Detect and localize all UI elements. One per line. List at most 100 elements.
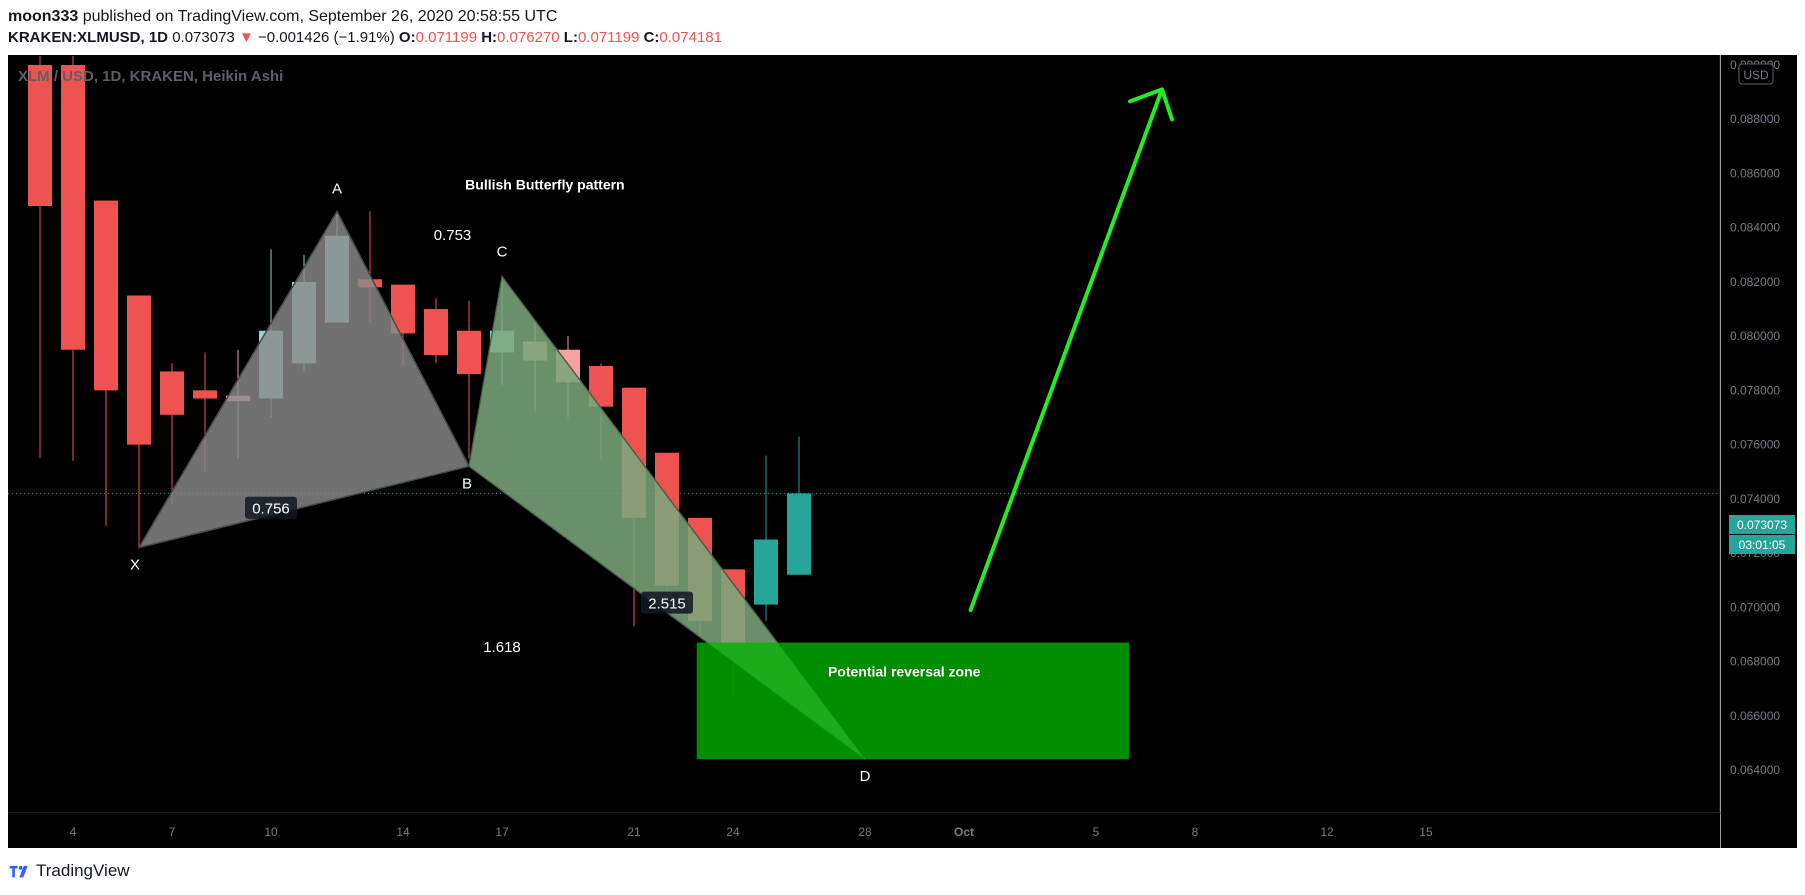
author-name[interactable]: moon333 xyxy=(8,8,79,25)
tradingview-brand[interactable]: TradingView xyxy=(36,861,130,880)
time-tick-label: 17 xyxy=(495,825,509,839)
time-tick-label: 24 xyxy=(726,825,740,839)
open-label: O: xyxy=(398,29,416,46)
butterfly-pattern xyxy=(137,209,866,760)
candle-15 xyxy=(424,298,448,364)
price-tick-label: 0.070000 xyxy=(1730,600,1780,614)
time-tick-label: 14 xyxy=(396,825,410,839)
point-label-x: X xyxy=(130,557,140,574)
pattern-triangle-xab xyxy=(137,209,471,549)
candle-body xyxy=(127,295,151,445)
candle-body xyxy=(28,65,52,206)
ratio-box xyxy=(245,496,297,519)
pattern-name-label: Bullish Butterfly pattern xyxy=(465,177,624,193)
arrow-shaft xyxy=(968,87,1164,613)
currency-label: USD xyxy=(1743,68,1769,82)
high-label: H: xyxy=(481,29,498,46)
pattern-labels: X A B C D Bullish Butterfly pattern 0.753 0.756… xyxy=(130,177,871,785)
chart-header: moon333 published on TradingView.com, Se… xyxy=(8,6,1798,48)
close-value: 0.074181 xyxy=(659,29,722,46)
point-label-a: A xyxy=(332,180,342,197)
ratio-label-2-515: 2.515 xyxy=(641,591,693,614)
publish-line: moon333 published on TradingView.com, Se… xyxy=(8,6,1798,27)
candle-4 xyxy=(61,56,85,461)
candle-body xyxy=(424,309,448,356)
zone-overlap xyxy=(469,276,865,760)
open-value: 0.071199 xyxy=(415,29,478,46)
ratio-text: 0.753 xyxy=(434,227,472,244)
ohlc-line: KRAKEN:XLMUSD, 1D 0.073073 ▼ −0.001426 (… xyxy=(8,27,1798,48)
price-tick-label: 0.086000 xyxy=(1730,166,1780,180)
time-tick-label: 10 xyxy=(264,825,278,839)
price-tick-label: 0.066000 xyxy=(1730,709,1780,723)
price-tick-label: 0.078000 xyxy=(1730,383,1780,397)
candle-16 xyxy=(457,300,481,459)
footer: TradingView xyxy=(8,858,130,884)
candle-20 xyxy=(589,363,613,461)
ratio-box xyxy=(641,591,693,614)
price-tick-label: 0.080000 xyxy=(1730,329,1780,343)
ratio-text: 2.515 xyxy=(648,596,686,613)
reversal-zone-label: Potential reversal zone xyxy=(828,664,981,680)
ratio-label-0-753: 0.753 xyxy=(434,227,472,244)
time-tick-label: 21 xyxy=(627,825,641,839)
candle-5 xyxy=(94,200,118,526)
candle-26 xyxy=(787,436,811,575)
chart-title: XLM / USD, 1D, KRAKEN, Heikin Ashi xyxy=(18,68,283,85)
time-tick-label: 12 xyxy=(1320,825,1334,839)
price-tick-label: 0.076000 xyxy=(1730,438,1780,452)
candle-body xyxy=(754,539,778,605)
candle-3 xyxy=(28,56,52,459)
last-price-tag-label: 0.073073 xyxy=(1737,518,1787,532)
countdown-label: 03:01:05 xyxy=(1739,538,1786,552)
time-tick-label: Oct xyxy=(954,825,974,839)
up-arrow xyxy=(968,87,1174,613)
point-label-b: B xyxy=(462,475,472,492)
price-tick-label: 0.082000 xyxy=(1730,275,1780,289)
candle-body xyxy=(160,371,184,415)
down-triangle-icon: ▼ xyxy=(238,29,254,46)
last-price-tag: 0.073073 xyxy=(1729,515,1795,534)
point-label-c: C xyxy=(497,244,508,261)
point-label-d: D xyxy=(860,768,871,785)
close-label: C: xyxy=(643,29,660,46)
reversal-zone-box xyxy=(696,642,1129,760)
price-tick-label: 0.064000 xyxy=(1730,763,1780,777)
tradingview-logo-icon[interactable] xyxy=(8,862,32,880)
time-tick-label: 5 xyxy=(1093,825,1100,839)
low-value: 0.071199 xyxy=(577,29,640,46)
time-tick-label: 4 xyxy=(70,825,77,839)
axis-corner xyxy=(1721,813,1797,848)
time-tick-label: 15 xyxy=(1419,825,1433,839)
time-tick-label: 8 xyxy=(1192,825,1199,839)
reversal-zone: Potential reversal zone xyxy=(469,276,1129,760)
candle-7 xyxy=(160,363,184,505)
price-change: −0.001426 (−1.91%) xyxy=(257,29,395,46)
candle-body xyxy=(61,65,85,350)
symbol-label: KRAKEN:XLMUSD, 1D xyxy=(8,29,169,46)
price-axis[interactable] xyxy=(1721,55,1797,813)
price-tick-label: 0.088000 xyxy=(1730,112,1780,126)
countdown-tag: 03:01:05 xyxy=(1729,535,1795,554)
candle-body xyxy=(787,493,811,575)
last-price: 0.073073 xyxy=(172,29,235,46)
ratio-text: 0.756 xyxy=(252,501,290,518)
ratio-text: 1.618 xyxy=(483,639,521,656)
arrow-head xyxy=(1128,87,1174,122)
price-tick-label: 0.074000 xyxy=(1730,492,1780,506)
time-axis[interactable] xyxy=(8,813,1720,848)
price-tick-label: 0.068000 xyxy=(1730,655,1780,669)
candle-body xyxy=(457,330,481,375)
time-axis-labels: 4 7 10 14 17 21 24 28 Oct 5 8 12 15 xyxy=(70,825,1433,839)
candle-25 xyxy=(754,455,778,621)
ratio-label-1-618: 1.618 xyxy=(483,639,521,656)
low-label: L: xyxy=(563,29,578,46)
currency-badge[interactable]: USD xyxy=(1738,63,1774,85)
ratio-label-0-756: 0.756 xyxy=(245,496,297,519)
price-tick-label: 0.084000 xyxy=(1730,221,1780,235)
time-tick-label: 28 xyxy=(858,825,872,839)
high-value: 0.076270 xyxy=(497,29,560,46)
published-text: published on TradingView.com, September … xyxy=(82,8,558,25)
candle-6 xyxy=(127,295,151,548)
